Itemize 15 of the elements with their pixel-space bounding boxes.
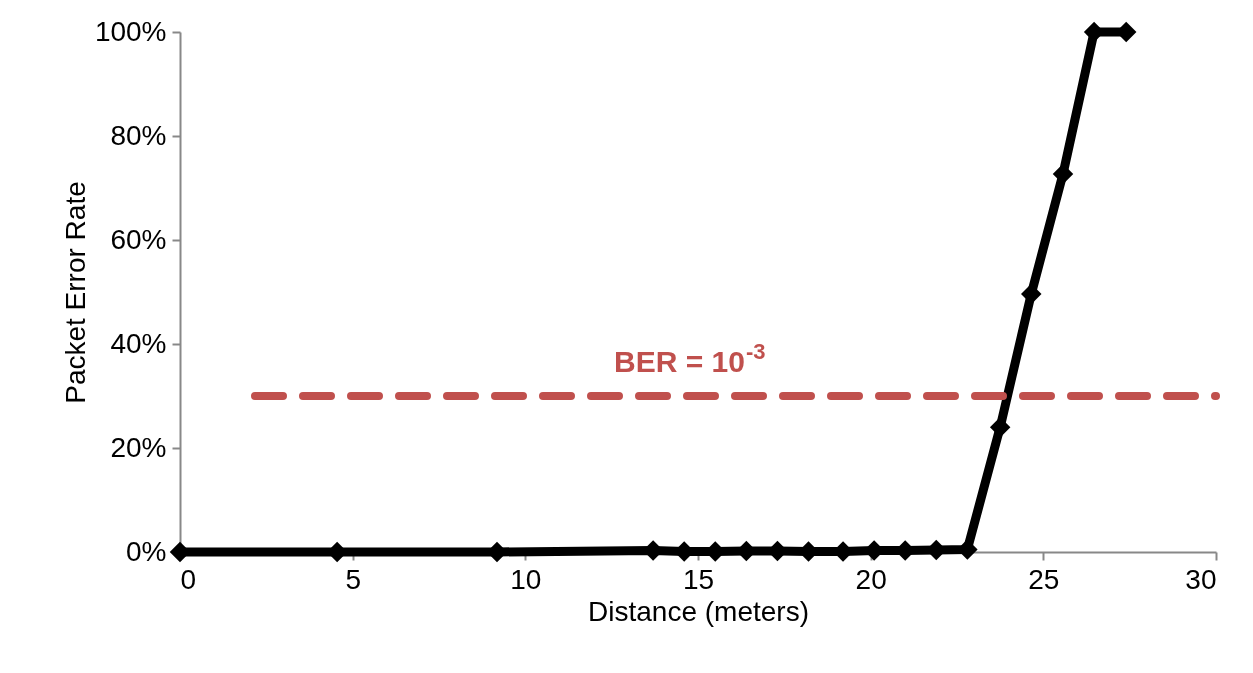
- y-tick-label: 0%: [126, 535, 167, 567]
- y-tick-label: 100%: [94, 15, 167, 47]
- x-tick-label: 10: [510, 563, 542, 595]
- y-tick-label: 60%: [110, 223, 167, 255]
- x-tick-label: 20: [855, 563, 887, 595]
- x-axis-title: Distance (meters): [588, 595, 809, 627]
- x-tick-label: 30: [1185, 563, 1217, 595]
- y-axis-title: Packet Error Rate: [59, 181, 91, 404]
- x-tick-label: 15: [682, 563, 715, 595]
- y-tick-label: 20%: [110, 431, 167, 463]
- y-tick-label: 40%: [110, 327, 167, 359]
- x-tick-label: 25: [1028, 563, 1060, 595]
- y-tick-label: 80%: [110, 119, 167, 151]
- x-tick-label: 5: [345, 563, 361, 595]
- x-tick-label: 0: [180, 563, 197, 595]
